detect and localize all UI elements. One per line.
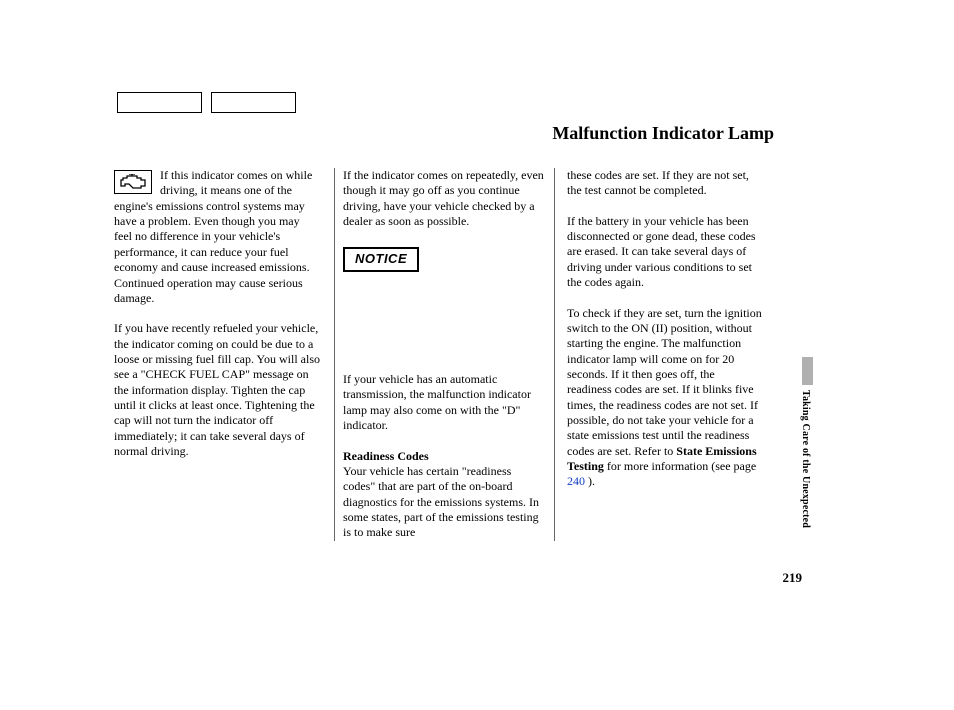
para-3-3d: ). xyxy=(585,474,595,488)
para-2-2: If your vehicle has an automatic transmi… xyxy=(343,372,544,433)
para-1-2: If you have recently refueled your vehic… xyxy=(114,321,320,459)
para-2-3: Readiness Codes Your vehicle has certain… xyxy=(343,449,544,541)
column-1: If this indicator comes on while driving… xyxy=(114,168,334,541)
para-1-1: If this indicator comes on while driving… xyxy=(114,168,320,306)
para-3-3: To check if they are set, turn the ignit… xyxy=(567,306,762,490)
page-title: Malfunction Indicator Lamp xyxy=(552,123,774,144)
para-2-1: If the indicator comes on repeatedly, ev… xyxy=(343,168,544,229)
side-label: Taking Care of the Unexpected xyxy=(800,390,811,528)
para-2-3-text: Your vehicle has certain "readiness code… xyxy=(343,464,539,539)
para-3-2: If the battery in your vehicle has been … xyxy=(567,214,762,291)
engine-icon xyxy=(114,170,152,194)
columns: If this indicator comes on while driving… xyxy=(114,168,774,541)
top-box-1 xyxy=(117,92,202,113)
para-3-3a: To check if they are set, turn the ignit… xyxy=(567,306,762,458)
readiness-heading: Readiness Codes xyxy=(343,449,429,463)
spacer xyxy=(343,287,544,372)
para-3-3c: for more information (see page xyxy=(604,459,756,473)
column-3: these codes are set. If they are not set… xyxy=(554,168,774,541)
notice-box: NOTICE xyxy=(343,247,419,272)
para-3-1: these codes are set. If they are not set… xyxy=(567,168,762,199)
page-number: 219 xyxy=(783,570,803,586)
side-tab xyxy=(802,357,813,385)
page-ref-link[interactable]: 240 xyxy=(567,474,585,488)
column-2: If the indicator comes on repeatedly, ev… xyxy=(334,168,554,541)
top-boxes xyxy=(117,92,296,113)
top-box-2 xyxy=(211,92,296,113)
